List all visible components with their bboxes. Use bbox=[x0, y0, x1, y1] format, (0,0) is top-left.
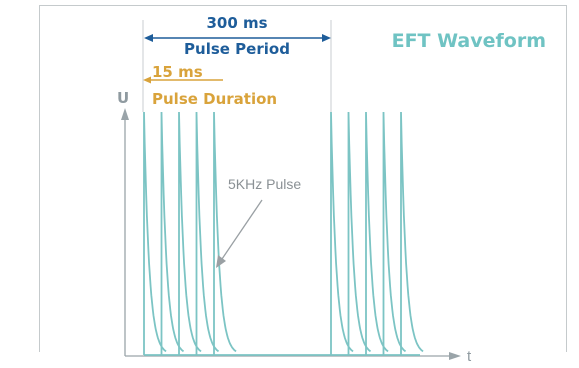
pulse-frequency-annotation: 5KHz Pulse bbox=[216, 176, 301, 268]
period-label: Pulse Period bbox=[184, 40, 290, 58]
annotation-leader-line bbox=[221, 199, 263, 260]
period-arrow-right bbox=[322, 34, 331, 42]
pulse-period-annotation: 300 ms Pulse Period bbox=[142, 14, 332, 112]
period-value: 300 ms bbox=[206, 14, 267, 32]
annotation-label: 5KHz Pulse bbox=[228, 176, 301, 192]
pulse-spike bbox=[213, 111, 237, 355]
pulse-duration-annotation: 15 ms Pulse Duration bbox=[143, 63, 277, 108]
y-axis-label: U bbox=[117, 89, 129, 107]
pulse-spike bbox=[400, 111, 424, 355]
waveform bbox=[143, 111, 424, 356]
y-axis-arrow bbox=[121, 108, 129, 120]
pulse-burst bbox=[330, 111, 424, 355]
annotation-arrowhead bbox=[216, 255, 226, 268]
axes: U t bbox=[117, 89, 472, 365]
diagram-frame bbox=[39, 5, 567, 356]
x-axis-label: t bbox=[467, 348, 472, 363]
x-axis-arrow bbox=[449, 352, 461, 360]
duration-label: Pulse Duration bbox=[152, 90, 277, 108]
duration-value: 15 ms bbox=[152, 63, 203, 81]
diagram-title: EFT Waveform bbox=[392, 30, 546, 52]
period-arrow-left bbox=[144, 34, 153, 42]
pulse-burst bbox=[143, 111, 237, 355]
duration-arrow-left bbox=[143, 76, 151, 84]
